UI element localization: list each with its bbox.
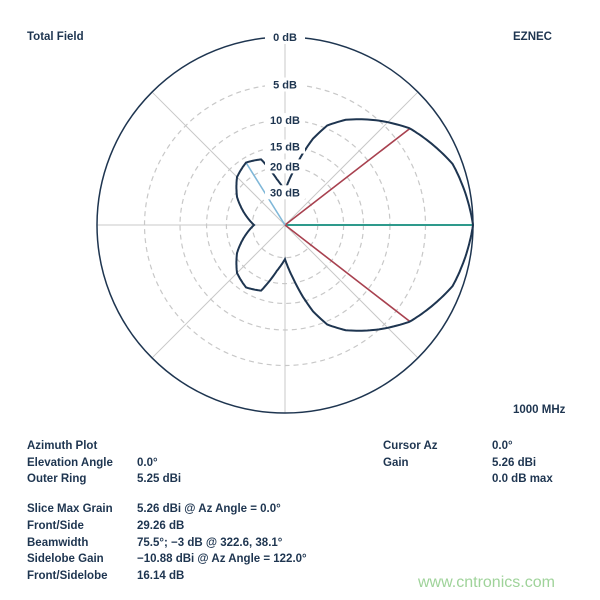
ring-label-bg — [265, 139, 305, 154]
chart-title: Total Field — [27, 31, 84, 43]
watermark: www.cntronics.com — [418, 574, 555, 591]
ring-label: 5 dB — [273, 80, 297, 92]
stat-label: Front/Side — [27, 520, 84, 532]
info-label: Elevation Angle — [27, 457, 113, 469]
info-value: 5.25 dBi — [137, 473, 182, 485]
ring-label-bg — [265, 77, 305, 92]
stat-label: Beamwidth — [27, 537, 89, 549]
stat-label: Slice Max Grain — [27, 503, 113, 515]
stat-value: −10.88 dBi @ Az Angle = 122.0° — [137, 553, 307, 565]
software-label: EZNEC — [513, 31, 552, 43]
ring-label: 30 dB — [270, 187, 300, 199]
polar-chart: 0 dB 5 dB 10 dB 15 dB 20 dB 30 dB — [96, 30, 475, 414]
ring-label: 20 dB — [270, 161, 300, 173]
info-label: Azimuth Plot — [27, 440, 98, 452]
ring-label-bg — [265, 185, 305, 200]
info-value: 0.0° — [137, 457, 158, 469]
ring-label: 10 dB — [270, 115, 300, 127]
info-label: Outer Ring — [27, 473, 87, 485]
info-value: 0.0° — [492, 440, 513, 452]
ring-label-bg — [265, 30, 305, 44]
ring-label: 15 dB — [270, 142, 300, 154]
beamwidth-marker-line — [284, 224, 411, 323]
ring-label: 0 dB — [273, 32, 297, 44]
radiation-pattern — [235, 118, 475, 332]
stat-label: Front/Sidelobe — [27, 570, 108, 582]
ring-label-bg — [265, 113, 305, 128]
stat-value: 5.26 dBi @ Az Angle = 0.0° — [137, 503, 281, 515]
info-value: 5.26 dBi — [492, 457, 537, 469]
frequency-label: 1000 MHz — [513, 404, 566, 416]
info-label: Gain — [383, 457, 409, 469]
beamwidth-marker-line — [284, 127, 411, 226]
ring-label-bg — [265, 159, 305, 174]
stat-value: 16.14 dB — [137, 570, 185, 582]
stat-label: Sidelobe Gain — [27, 553, 104, 565]
info-value: 0.0 dB max — [492, 473, 553, 485]
stat-value: 29.26 dB — [137, 520, 185, 532]
stat-value: 75.5°; −3 dB @ 322.6, 38.1° — [137, 537, 283, 549]
info-label: Cursor Az — [383, 440, 438, 452]
